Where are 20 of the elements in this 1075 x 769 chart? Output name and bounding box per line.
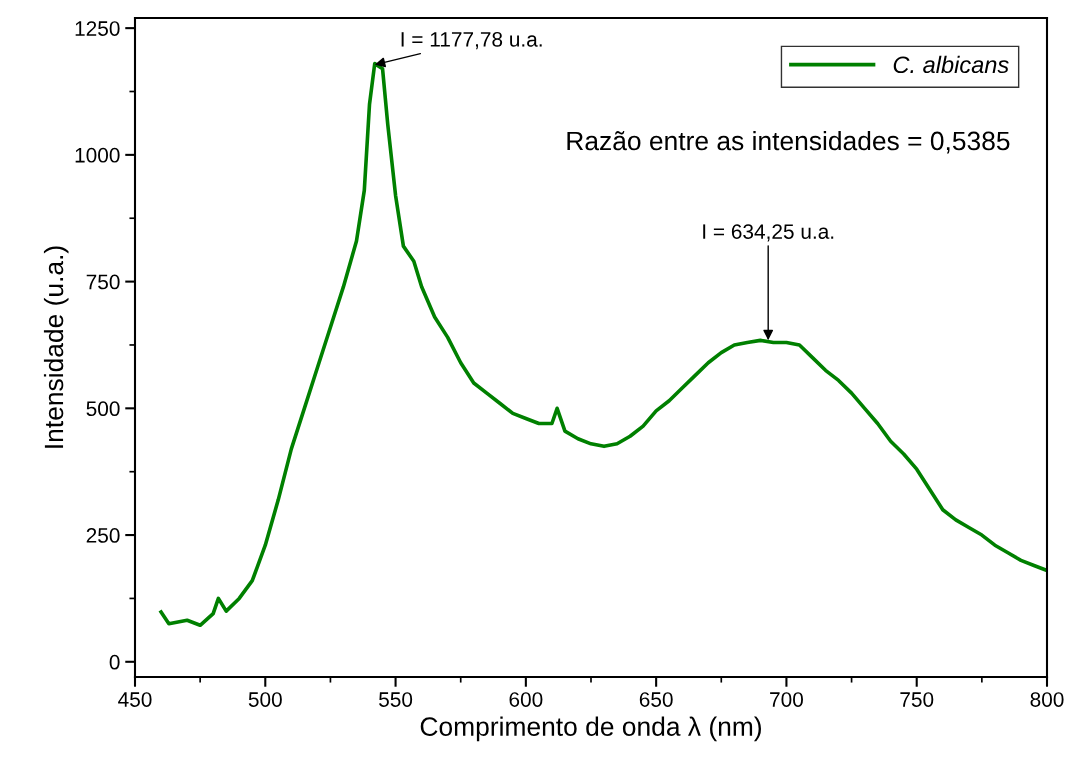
annotation: I = 634,25 u.a. [703,224,834,242]
legend-label: C. albicans [893,55,1009,74]
x-tick-label: 650 [639,692,673,707]
y-tick-label: 750 [86,274,120,290]
x-tick-label: 750 [900,692,934,707]
x-tick-label: 800 [1030,692,1064,707]
y-tick-label: 1000 [75,147,120,163]
annotation: I = 1177,78 u.a. [401,31,542,50]
y-tick-label: 1250 [75,21,120,36]
x-tick-label: 700 [770,692,803,707]
y-tick-label: 250 [86,528,120,543]
annotation: Razão entre as intensidades = 0,5385 [567,130,1010,154]
y-axis-title: Intensidade (u.a.) [43,246,69,448]
x-axis-title: Comprimento de onda λ (nm) [420,716,761,742]
x-tick-label: 500 [248,692,282,707]
x-tick-label: 450 [118,692,152,707]
y-tick-label: 0 [109,654,120,670]
y-tick-label: 500 [86,401,120,417]
x-tick-label: 550 [379,692,413,707]
x-tick-label: 600 [509,692,543,707]
